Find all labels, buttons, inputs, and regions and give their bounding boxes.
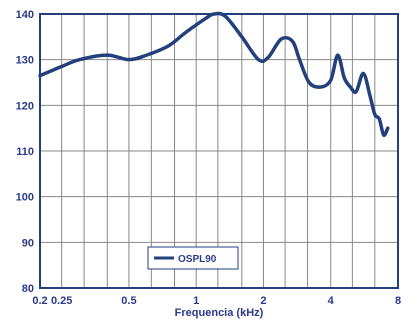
x-tick-label: 0.25 bbox=[51, 295, 72, 307]
x-tick-label: 1 bbox=[193, 295, 199, 307]
y-tick-label: 80 bbox=[22, 283, 34, 295]
y-tick-label: 110 bbox=[16, 146, 34, 158]
x-tick-label: 2 bbox=[260, 295, 266, 307]
series-line-ospl90 bbox=[38, 11, 390, 137]
y-tick-label: 130 bbox=[16, 55, 34, 67]
legend-box bbox=[147, 246, 239, 270]
x-tick-label: 8 bbox=[395, 295, 401, 307]
y-tick-label: 140 bbox=[16, 9, 34, 21]
x-tick-label: 4 bbox=[328, 295, 335, 307]
x-axis-title: Frequencia (kHz) bbox=[175, 307, 264, 319]
y-tick-label: 100 bbox=[16, 192, 34, 204]
x-tick-label: 0.5 bbox=[121, 295, 136, 307]
x-tick-label: 0.2 bbox=[32, 295, 47, 307]
legend-label: OSPL90 bbox=[178, 254, 217, 265]
y-tick-label: 120 bbox=[16, 100, 34, 112]
y-tick-label: 90 bbox=[22, 237, 34, 249]
